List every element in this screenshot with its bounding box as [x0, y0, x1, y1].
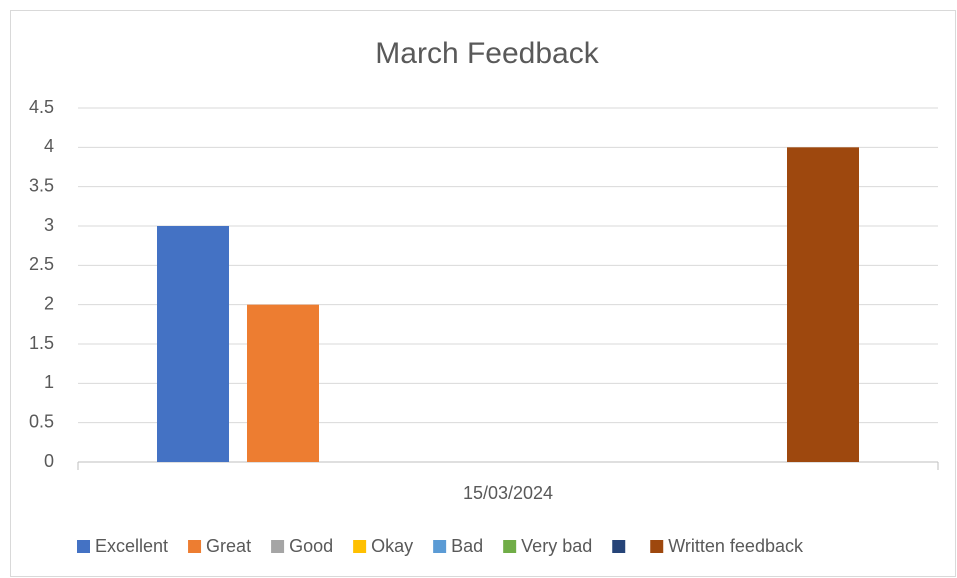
legend-swatch — [503, 540, 517, 553]
bar — [787, 147, 859, 463]
y-tick-label: 2 — [44, 293, 54, 313]
bar — [247, 304, 319, 462]
y-tick-label: 0 — [44, 451, 54, 471]
y-tick-label: 3 — [44, 215, 54, 235]
y-tick-label: 0.5 — [29, 411, 54, 431]
legend-swatch — [612, 540, 626, 553]
y-tick-label: 2.5 — [29, 254, 54, 274]
y-tick-label: 4 — [44, 136, 54, 156]
legend-swatch — [353, 540, 367, 553]
y-tick-label: 1.5 — [29, 333, 54, 353]
legend-swatch — [77, 540, 90, 553]
y-tick-label: 1 — [44, 372, 54, 392]
legend-swatch — [433, 540, 447, 553]
legend-label: Excellent — [95, 536, 168, 556]
legend-label: Bad — [451, 536, 483, 556]
legend-label: Written feedback — [668, 536, 804, 556]
legend-swatch — [650, 540, 664, 553]
legend-swatch — [188, 540, 202, 553]
y-tick-label: 4.5 — [29, 97, 54, 117]
legend-label: Good — [289, 536, 333, 556]
y-tick-label: 3.5 — [29, 175, 54, 195]
legend-swatch — [271, 540, 285, 553]
legend-label: Okay — [371, 536, 413, 556]
legend-label: Great — [206, 536, 251, 556]
bar — [157, 226, 229, 462]
x-tick-label: 15/03/2024 — [463, 483, 553, 503]
chart-title: March Feedback — [375, 37, 599, 70]
legend-label: Very bad — [521, 536, 592, 556]
